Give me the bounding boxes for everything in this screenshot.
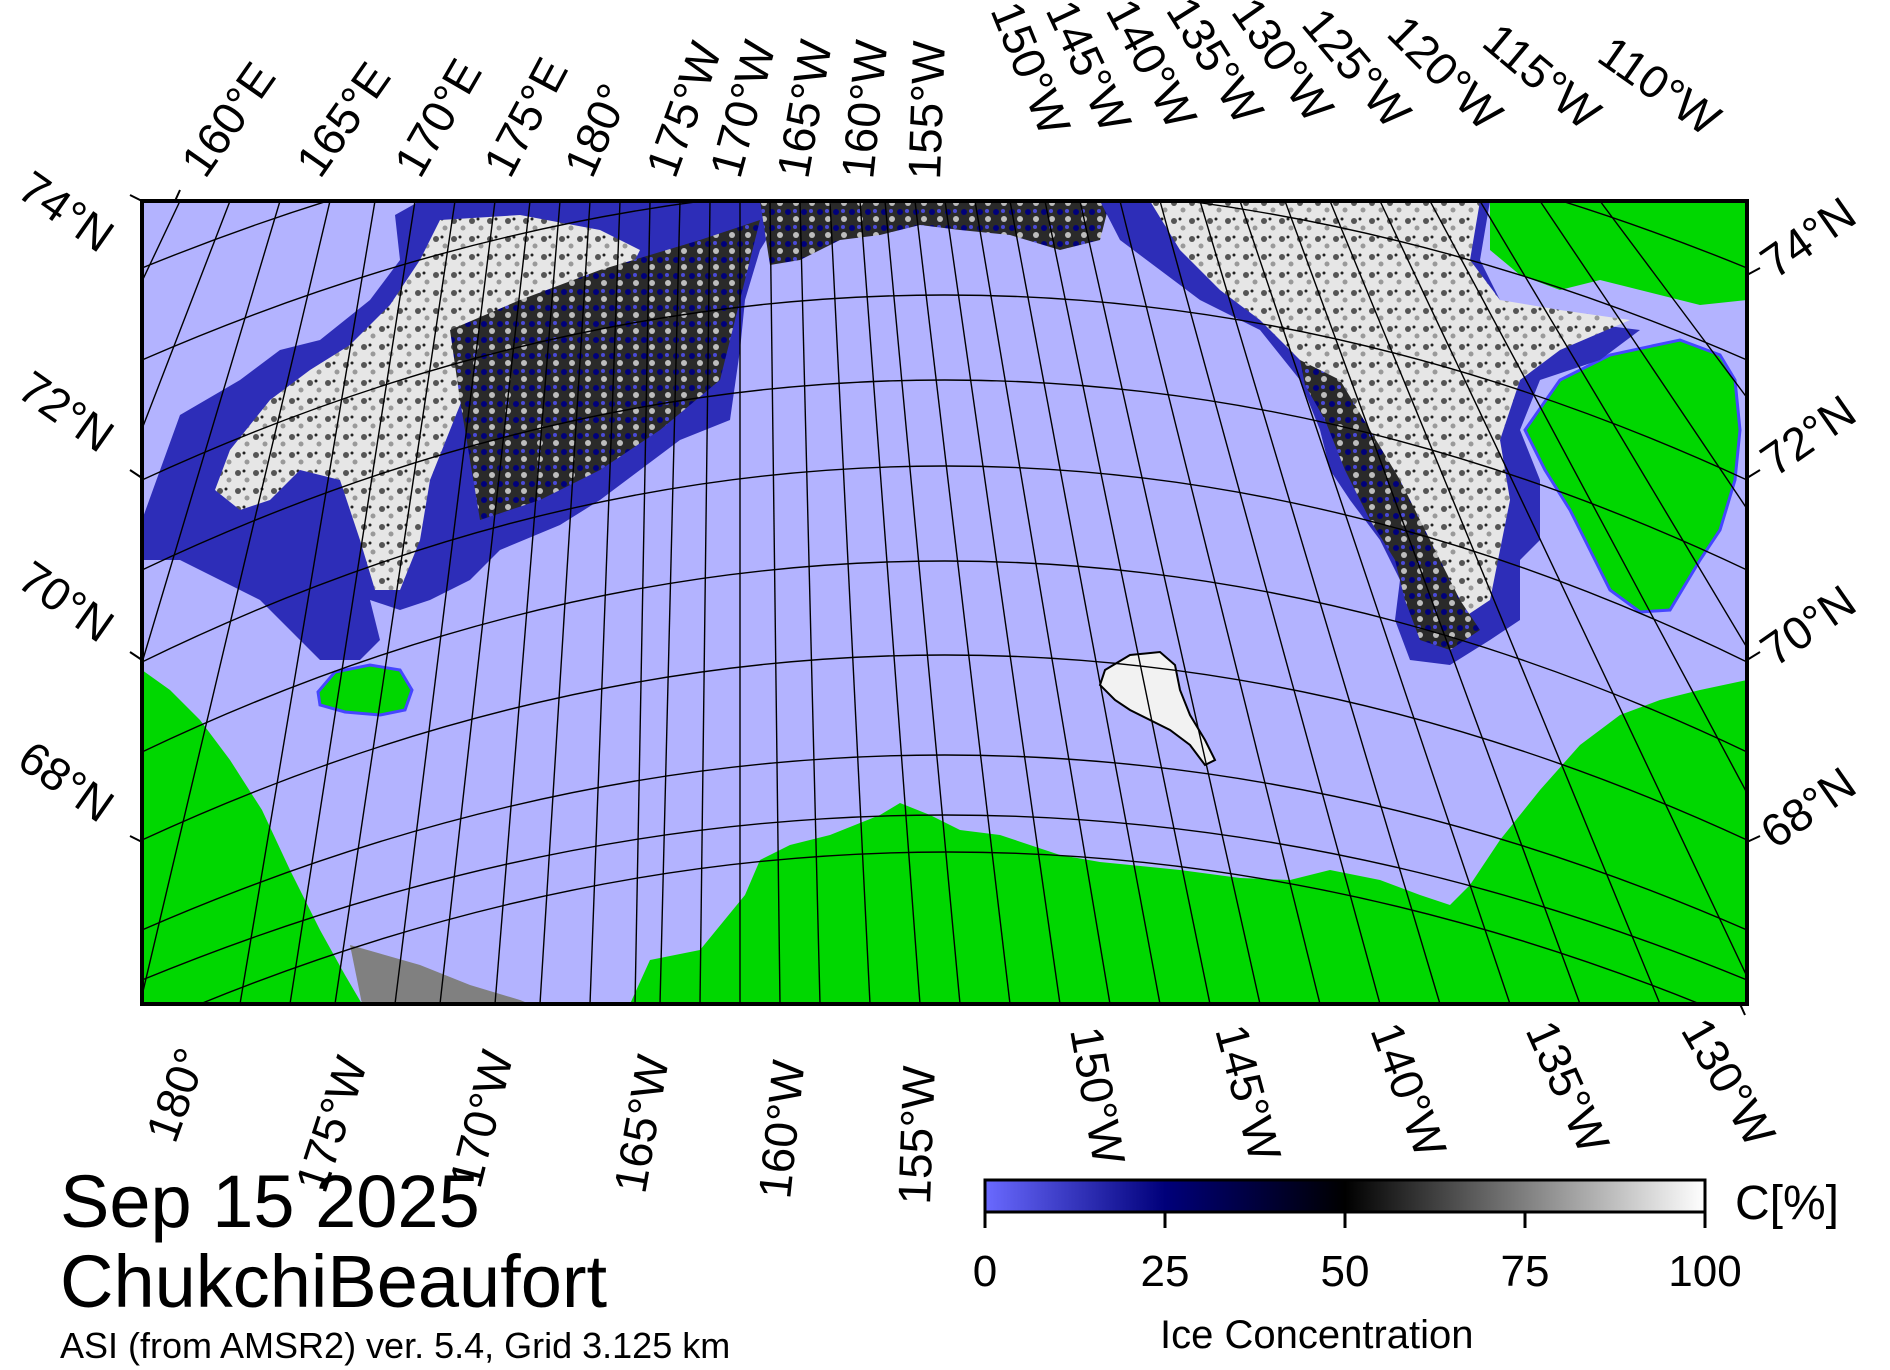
right-lat-label: 68°N [1751, 757, 1865, 859]
bottom-lon-label: 165°W [604, 1051, 679, 1197]
top-lon-label: 110°W [1589, 26, 1730, 146]
frame-ticks [129, 189, 1761, 1016]
land-alaska [630, 680, 1747, 1004]
left-lat-label: 70°N [9, 551, 123, 653]
graticule-meridians [142, 201, 1747, 1004]
right-latitude-labels: 74°N 72°N 70°N 68°N [1751, 187, 1865, 859]
left-lat-label: 72°N [9, 361, 123, 463]
map-date: Sep 15 2025 [60, 1160, 480, 1243]
left-lat-label: 74°N [9, 161, 123, 263]
map-frame [140, 199, 1749, 1006]
colorbar [983, 1178, 1707, 1214]
colorbar-tick-label: 0 [972, 1247, 998, 1296]
colorbar-ticks [983, 1212, 1707, 1228]
right-lat-label: 70°N [1751, 575, 1865, 677]
map-region: ChukchiBeaufort [60, 1240, 608, 1323]
land-banks-island [1523, 338, 1742, 614]
sea-ice-north-edge [760, 201, 1110, 265]
sea-ice-west-dark [450, 220, 760, 520]
colorbar-tick-label: 100 [1668, 1247, 1742, 1296]
colorbar-tick-label: 25 [1140, 1247, 1190, 1296]
bottom-lon-label: 140°W [1361, 1016, 1457, 1165]
bottom-lon-label: 135°W [1516, 1013, 1620, 1161]
colorbar-tick-label: 50 [1320, 1247, 1370, 1296]
bottom-lon-label: 160°W [748, 1057, 814, 1201]
left-lat-label: 68°N [9, 731, 123, 833]
map-credit: ASI (from AMSR2) ver. 5.4, Grid 3.125 km [60, 1325, 731, 1366]
land-nodata-gray [350, 945, 530, 1004]
colorbar-tick-label: 75 [1500, 1247, 1550, 1296]
graticule-latitude [142, 201, 1747, 1004]
top-lon-label: 165°E [286, 53, 401, 186]
left-latitude-labels: 74°N 72°N 70°N 68°N [9, 161, 123, 833]
land-archipelago-north [1490, 201, 1747, 305]
sea-ice-beaufort-dark-edge [1300, 360, 1480, 650]
top-lon-label: 155°W [898, 39, 955, 180]
bottom-lon-label: 180° [136, 1041, 217, 1148]
top-lon-label: 160°W [831, 37, 897, 181]
right-lat-label: 72°N [1751, 385, 1865, 487]
top-lon-label: 170°E [384, 50, 492, 185]
bottom-lon-label: 130°W [1671, 1009, 1786, 1156]
top-longitude-labels: 160°E 165°E 170°E 175°E 180° 175°W 170°W… [171, 0, 1731, 186]
land-chukotka [142, 670, 362, 1004]
bottom-lon-label: 150°W [1060, 1023, 1135, 1169]
sea-ice-floe [1098, 650, 1217, 767]
colorbar-title: Ice Concentration [1160, 1313, 1474, 1357]
bottom-lon-label: 145°W [1205, 1019, 1291, 1167]
top-lon-label: 160°E [171, 53, 286, 186]
sea-ice-beaufort-pack [1150, 201, 1630, 620]
colorbar-unit: C[%] [1735, 1177, 1840, 1230]
map-area [142, 201, 1747, 1004]
bottom-lon-label: 155°W [888, 1064, 945, 1205]
right-lat-label: 74°N [1751, 187, 1865, 289]
